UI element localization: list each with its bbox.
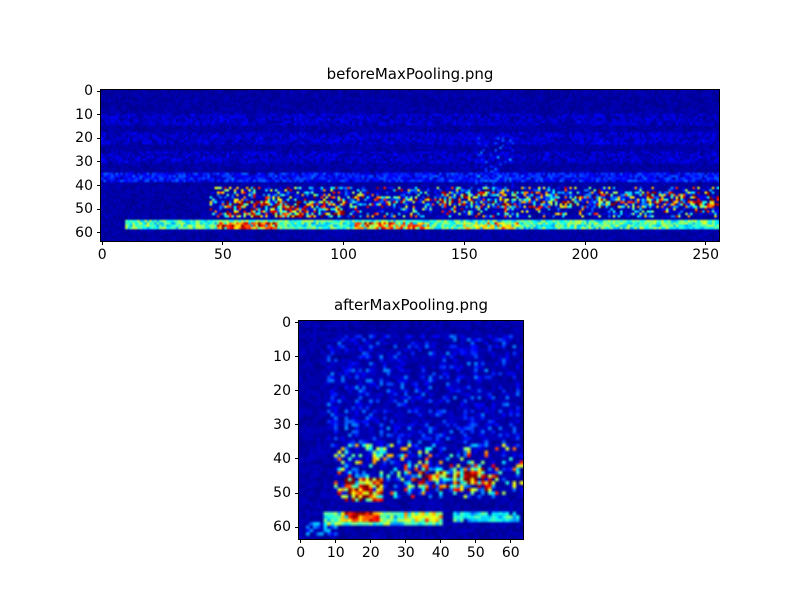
y-tick-mark xyxy=(295,492,299,494)
y-tick-mark xyxy=(97,137,101,139)
axes-before: beforeMaxPooling.png 0 50 100 150 200 250 0 10 2… xyxy=(75,65,720,263)
y-tick-label: 60 xyxy=(273,519,291,536)
x-tick-mark xyxy=(343,241,345,245)
x-tick-mark xyxy=(584,241,586,245)
y-tick-label: 10 xyxy=(273,348,291,365)
heatmap-canvas xyxy=(299,321,523,539)
x-tick-label: 20 xyxy=(361,545,380,561)
y-tick-label: 40 xyxy=(273,450,291,467)
y-tick-label: 50 xyxy=(273,485,291,502)
y-tick-mark xyxy=(97,114,101,116)
y-tick-label: 20 xyxy=(273,382,291,399)
y-tick-label: 0 xyxy=(84,83,93,100)
x-tick-mark xyxy=(440,539,442,543)
x-tick-label: 10 xyxy=(326,545,345,561)
y-tick-label: 30 xyxy=(273,416,291,433)
x-tick-label: 0 xyxy=(296,545,306,561)
x-tick-label: 30 xyxy=(396,545,415,561)
y-tick-mark xyxy=(295,424,299,426)
y-tick-label: 40 xyxy=(75,177,93,194)
y-tick-mark xyxy=(97,90,101,92)
y-tick-mark xyxy=(295,390,299,392)
x-tick-label: 150 xyxy=(450,247,478,263)
x-tick-mark xyxy=(705,241,707,245)
heatmap-canvas xyxy=(101,90,719,241)
x-tick-label: 40 xyxy=(431,545,450,561)
x-tick-mark xyxy=(370,539,372,543)
x-tick-label: 0 xyxy=(97,247,107,263)
x-tick-label: 200 xyxy=(571,247,599,263)
x-tick-mark xyxy=(222,241,224,245)
x-tick-mark xyxy=(463,241,465,245)
x-tick-mark xyxy=(510,539,512,543)
axes-after: afterMaxPooling.png 0 10 20 30 40 50 60 0 10 20 30… xyxy=(273,296,524,561)
x-tick-mark xyxy=(475,539,477,543)
y-tick-mark xyxy=(295,356,299,358)
x-tick-label: 60 xyxy=(501,545,520,561)
y-tick-mark xyxy=(295,526,299,528)
y-tick-label: 0 xyxy=(282,314,291,331)
y-tick-mark xyxy=(295,458,299,460)
x-tick-label: 50 xyxy=(466,545,485,561)
y-tick-mark xyxy=(97,208,101,210)
x-tick-label: 100 xyxy=(330,247,357,263)
x-tick-mark xyxy=(335,539,337,543)
y-tick-label: 20 xyxy=(75,130,93,147)
x-tick-mark xyxy=(405,539,407,543)
y-tick-label: 60 xyxy=(75,224,93,241)
x-tick-mark xyxy=(300,539,302,543)
chart-title: afterMaxPooling.png xyxy=(333,296,489,314)
y-tick-mark xyxy=(97,161,101,163)
x-tick-label: 50 xyxy=(213,247,232,263)
x-tick-mark xyxy=(101,241,103,245)
y-tick-label: 10 xyxy=(75,106,93,123)
x-tick-label: 250 xyxy=(692,247,720,263)
y-tick-label: 30 xyxy=(75,153,93,170)
y-tick-mark xyxy=(295,322,299,324)
y-tick-label: 50 xyxy=(75,201,93,218)
chart-title: beforeMaxPooling.png xyxy=(326,65,494,83)
y-tick-mark xyxy=(97,185,101,187)
y-tick-mark xyxy=(97,232,101,234)
